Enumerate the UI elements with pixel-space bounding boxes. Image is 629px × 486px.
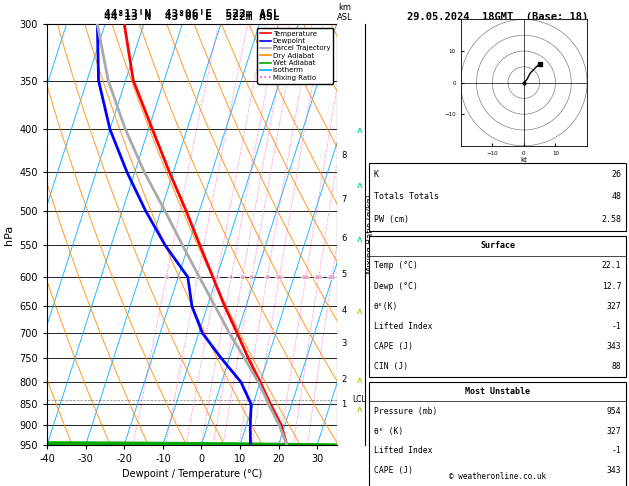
Bar — [369, 236, 626, 377]
Text: Pressure (mb): Pressure (mb) — [374, 407, 437, 416]
Text: 10: 10 — [276, 275, 283, 279]
Text: Lifted Index: Lifted Index — [374, 447, 432, 455]
Text: 3: 3 — [341, 339, 347, 348]
Text: CIN (J): CIN (J) — [374, 362, 408, 371]
Text: 5: 5 — [341, 270, 347, 279]
Text: <: < — [352, 376, 362, 383]
Text: 2.58: 2.58 — [601, 215, 621, 224]
Text: 8: 8 — [341, 151, 347, 160]
Text: 954: 954 — [606, 407, 621, 416]
Bar — [369, 163, 626, 231]
Text: 20: 20 — [314, 275, 323, 279]
Text: 3: 3 — [215, 275, 219, 279]
Text: 26: 26 — [611, 170, 621, 179]
Bar — [369, 382, 626, 486]
Text: 48: 48 — [611, 192, 621, 201]
Text: 5: 5 — [240, 275, 244, 279]
Text: 25: 25 — [328, 275, 336, 279]
Text: 29.05.2024  18GMT  (Base: 18): 29.05.2024 18GMT (Base: 18) — [407, 12, 588, 22]
Text: © weatheronline.co.uk: © weatheronline.co.uk — [449, 472, 546, 481]
Text: θᴱ (K): θᴱ (K) — [374, 427, 403, 435]
Text: <: < — [352, 405, 362, 412]
Text: 12.7: 12.7 — [602, 281, 621, 291]
Text: 8: 8 — [265, 275, 269, 279]
Text: 6: 6 — [341, 234, 347, 243]
Text: CAPE (J): CAPE (J) — [374, 466, 413, 475]
Text: 44°13'N  43°06'E  522m ASL: 44°13'N 43°06'E 522m ASL — [104, 9, 280, 19]
Text: 2: 2 — [341, 375, 347, 384]
Text: <: < — [352, 235, 362, 242]
Text: 343: 343 — [606, 342, 621, 351]
Text: Totals Totals: Totals Totals — [374, 192, 439, 201]
Text: Most Unstable: Most Unstable — [465, 387, 530, 396]
Text: 2: 2 — [196, 275, 199, 279]
Text: K: K — [374, 170, 379, 179]
Text: Dewp (°C): Dewp (°C) — [374, 281, 418, 291]
Text: 1: 1 — [164, 275, 168, 279]
Text: -1: -1 — [611, 322, 621, 331]
Text: 44°13'N  43°06'E  522m ASL: 44°13'N 43°06'E 522m ASL — [104, 12, 280, 22]
Text: 22.1: 22.1 — [602, 261, 621, 270]
Text: Lifted Index: Lifted Index — [374, 322, 432, 331]
Text: 16: 16 — [302, 275, 309, 279]
Text: 88: 88 — [611, 362, 621, 371]
Text: PW (cm): PW (cm) — [374, 215, 409, 224]
Legend: Temperature, Dewpoint, Parcel Trajectory, Dry Adiabat, Wet Adiabat, Isotherm, Mi: Temperature, Dewpoint, Parcel Trajectory… — [257, 28, 333, 84]
Text: 4: 4 — [229, 275, 233, 279]
Text: km
ASL: km ASL — [337, 3, 352, 22]
Text: -1: -1 — [611, 447, 621, 455]
Text: <: < — [352, 181, 362, 188]
Text: 7: 7 — [341, 195, 347, 204]
Text: CAPE (J): CAPE (J) — [374, 342, 413, 351]
Text: LCL: LCL — [352, 395, 366, 404]
Text: 4: 4 — [341, 306, 347, 315]
X-axis label: kt: kt — [520, 157, 527, 163]
Text: 343: 343 — [606, 466, 621, 475]
Text: θᴱ(K): θᴱ(K) — [374, 302, 398, 311]
Text: <: < — [352, 126, 362, 133]
Text: 6: 6 — [250, 275, 253, 279]
Text: 327: 327 — [606, 302, 621, 311]
X-axis label: Dewpoint / Temperature (°C): Dewpoint / Temperature (°C) — [122, 469, 262, 479]
Text: Temp (°C): Temp (°C) — [374, 261, 418, 270]
Text: 327: 327 — [606, 427, 621, 435]
Text: Surface: Surface — [480, 241, 515, 250]
Y-axis label: hPa: hPa — [4, 225, 14, 244]
Text: 1: 1 — [341, 399, 347, 409]
Text: <: < — [352, 307, 362, 314]
Text: Mixing Ratio (g/kg): Mixing Ratio (g/kg) — [366, 195, 376, 274]
